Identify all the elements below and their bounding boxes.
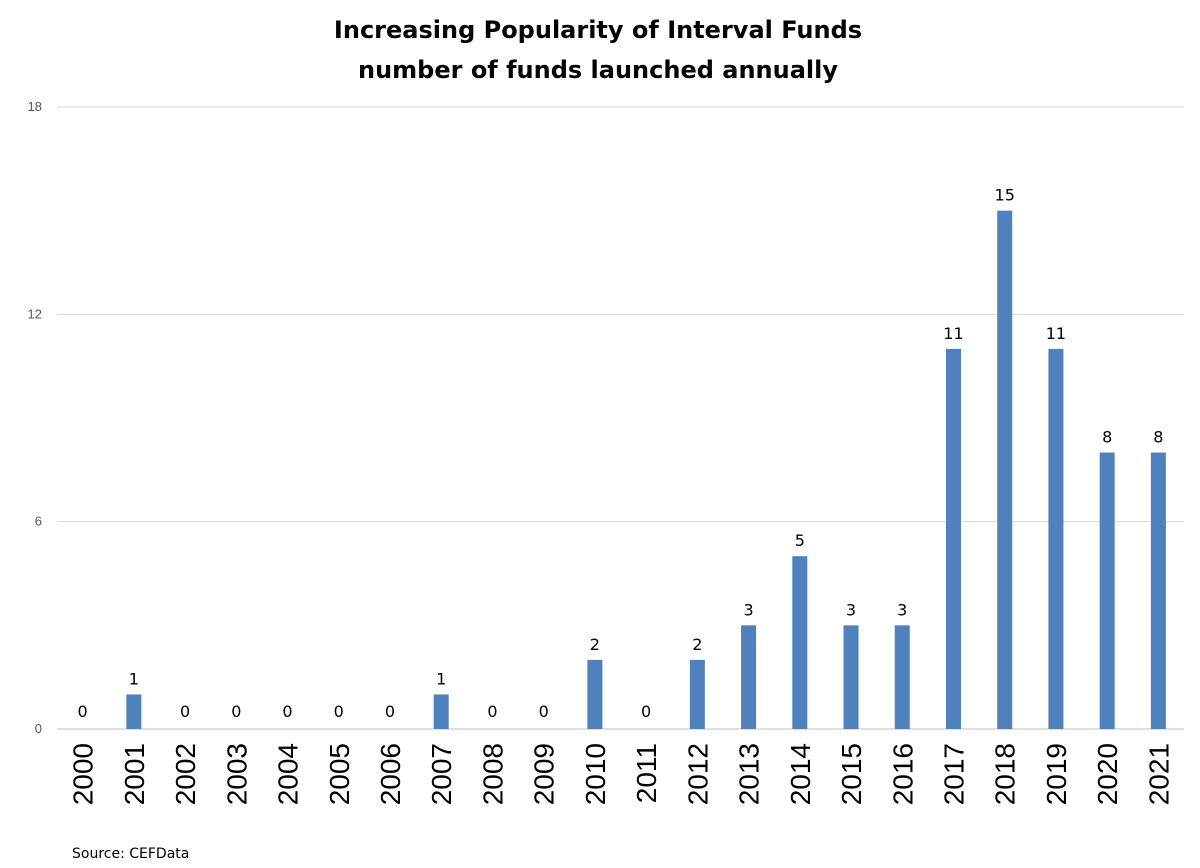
x-tick-label-2012: 2012 [682,743,713,805]
bar-2010 [587,659,603,729]
bar-2017 [945,348,961,729]
data-label-2006: 0 [385,702,395,721]
data-label-2014: 5 [795,531,805,550]
bars [126,210,1166,729]
bar-2021 [1150,452,1166,729]
x-tick-label-2015: 2015 [836,743,867,805]
x-tick-label-2003: 2003 [221,743,252,805]
data-label-2020: 8 [1102,428,1112,447]
data-label-2021: 8 [1153,428,1163,447]
bar-2016 [894,625,910,729]
x-tick-label-2005: 2005 [324,743,355,805]
bar-2014 [792,556,808,729]
bar-2015 [843,625,859,729]
data-label-2012: 2 [692,635,702,654]
x-tick-label-2018: 2018 [990,743,1021,805]
bar-2001 [126,694,142,729]
data-label-2010: 2 [590,635,600,654]
data-label-2000: 0 [78,702,88,721]
data-label-2004: 0 [282,702,292,721]
x-tick-label-2016: 2016 [887,743,918,805]
data-label-2011: 0 [641,702,651,721]
data-label-2007: 1 [436,669,446,688]
x-tick-label-2017: 2017 [938,743,969,805]
data-label-2003: 0 [231,702,241,721]
x-tick-label-2006: 2006 [375,743,406,805]
x-tick-label-2000: 2000 [68,743,99,805]
data-label-2016: 3 [897,600,907,619]
x-tick-label-2011: 2011 [631,743,662,803]
data-label-2017: 11 [943,324,963,343]
x-tick-label-2008: 2008 [477,743,508,805]
bar-2013 [741,625,757,729]
x-tick-label-2009: 2009 [529,743,560,805]
y-tick-label: 6 [35,514,42,529]
data-label-2002: 0 [180,702,190,721]
source-note: Source: CEFData [72,846,189,862]
chart-title: Increasing Popularity of Interval Funds [334,16,862,44]
x-tick-label-2004: 2004 [273,743,304,805]
data-labels: 0 1 0 0 0 0 0 1 0 0 2 0 2 3 5 3 3 11 15 11 8 8 [78,186,1164,721]
data-label-2019: 11 [1046,324,1066,343]
data-label-2013: 3 [743,600,753,619]
bar-2012 [689,659,705,729]
x-tick-label-2020: 2020 [1092,743,1123,805]
data-label-2009: 0 [539,702,549,721]
bar-2018 [997,210,1013,729]
x-tick-label-2001: 2001 [119,743,150,805]
data-label-2018: 15 [995,186,1015,205]
x-tick-label-2013: 2013 [734,743,765,805]
x-axis-ticks: 2000 2001 2002 2003 2004 2005 2006 2007 2008 2009… [68,743,1175,805]
x-tick-label-2002: 2002 [170,743,201,805]
y-axis-ticks: 0 6 12 18 [28,99,42,736]
data-label-2015: 3 [846,600,856,619]
bar-2007 [433,694,449,729]
data-label-2005: 0 [334,702,344,721]
x-tick-label-2010: 2010 [580,743,611,805]
x-tick-label-2021: 2021 [1143,743,1174,805]
data-label-2008: 0 [487,702,497,721]
chart-subtitle: number of funds launched annually [358,56,838,84]
bar-2019 [1048,348,1064,729]
gridlines [57,106,1184,523]
x-tick-label-2014: 2014 [785,743,816,805]
x-tick-label-2007: 2007 [426,743,457,805]
x-tick-label-2019: 2019 [1041,743,1072,805]
data-label-2001: 1 [129,669,139,688]
y-tick-label: 12 [28,306,42,321]
y-tick-label: 18 [28,99,42,114]
bar-2020 [1099,452,1115,729]
y-tick-label: 0 [35,721,42,736]
